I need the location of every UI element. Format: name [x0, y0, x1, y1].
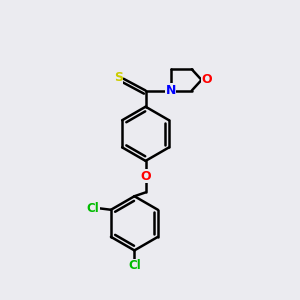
Text: S: S [114, 71, 123, 84]
Text: Cl: Cl [128, 259, 141, 272]
Text: Cl: Cl [86, 202, 99, 215]
Text: N: N [165, 84, 176, 97]
Text: O: O [140, 170, 151, 183]
Text: O: O [202, 74, 212, 86]
